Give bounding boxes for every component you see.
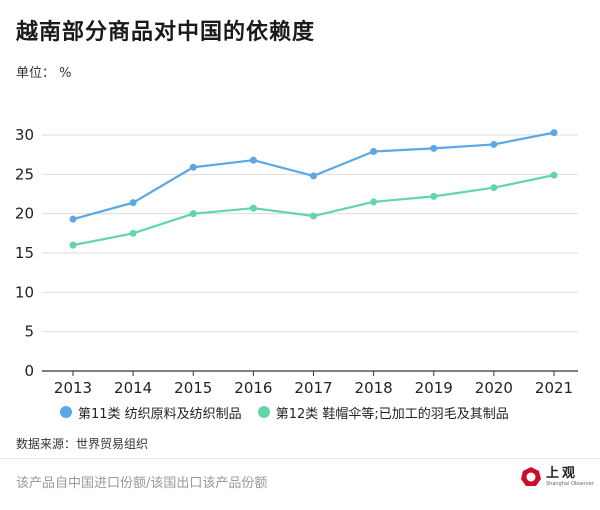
legend-label-series-1: 第11类 纺织原料及纺织制品	[78, 406, 242, 422]
y-tick-label: 10	[15, 283, 34, 301]
y-tick-label: 25	[15, 165, 34, 183]
logo-seal-icon	[521, 467, 541, 486]
series-1-point	[430, 144, 438, 152]
footer-divider	[0, 458, 600, 459]
legend-item-series-1: 第11类 纺织原料及纺织制品	[60, 403, 242, 422]
x-tick-label: 2014	[114, 379, 152, 397]
series-1-point	[490, 140, 498, 148]
line-chart: 0 5 10 15 20 25 30 2013 2014 2015 2016 2017 2018 2019…	[15, 126, 578, 397]
y-tick-label: 20	[15, 205, 34, 223]
x-tick-label: 2019	[415, 379, 453, 397]
x-tick-label: 2021	[535, 379, 573, 397]
series-line-2	[72, 174, 555, 247]
publisher-logo: 上观 Shanghai Observer	[520, 466, 594, 488]
series-2-point	[490, 184, 498, 192]
legend-label-series-2: 第12类 鞋帽伞等;已加工的羽毛及其制品	[275, 406, 509, 422]
series-2-point	[310, 212, 317, 220]
series-2-point	[550, 171, 558, 179]
series-1-point	[550, 129, 558, 137]
y-tick-label: 30	[15, 126, 34, 144]
chart-title: 越南部分商品对中国的依赖度	[16, 20, 316, 45]
x-tick-label: 2020	[475, 379, 513, 397]
legend-item-series-2: 第12类 鞋帽伞等;已加工的羽毛及其制品	[257, 403, 509, 422]
series-1-point	[249, 156, 257, 164]
series-2-point	[249, 204, 257, 212]
series-1-point	[310, 172, 317, 180]
unit-label: 单位： %	[16, 66, 72, 81]
legend-marker-series-2	[257, 406, 270, 418]
series-1-point	[69, 215, 77, 223]
series-1-point	[189, 163, 197, 171]
series-1-point	[370, 148, 378, 156]
logo-subtext: Shanghai Observer	[546, 480, 594, 487]
x-tick-label: 2013	[54, 379, 92, 397]
data-source: 数据来源：世界贸易组织	[16, 437, 149, 451]
series-1-point	[129, 199, 137, 207]
y-tick-label: 15	[15, 244, 34, 262]
x-tick-label: 2018	[355, 379, 393, 397]
series-2-point	[189, 210, 197, 218]
x-tick-label: 2017	[294, 379, 332, 397]
series-2-point	[370, 198, 378, 206]
legend-marker-series-1	[60, 406, 72, 418]
series-2-point	[129, 229, 137, 237]
series-2-point	[69, 241, 77, 249]
series-2-point	[430, 192, 438, 200]
logo-text: 上观	[546, 465, 579, 481]
y-tick-label: 0	[24, 362, 34, 380]
x-tick-label: 2016	[234, 379, 272, 397]
legend: 第11类 纺织原料及纺织制品 第12类 鞋帽伞等;已加工的羽毛及其制品	[60, 402, 525, 422]
footnote: 该产品自中国进口份额/该国出口该产品份额	[16, 476, 268, 491]
y-tick-label: 5	[24, 323, 34, 341]
x-tick-label: 2015	[174, 379, 212, 397]
